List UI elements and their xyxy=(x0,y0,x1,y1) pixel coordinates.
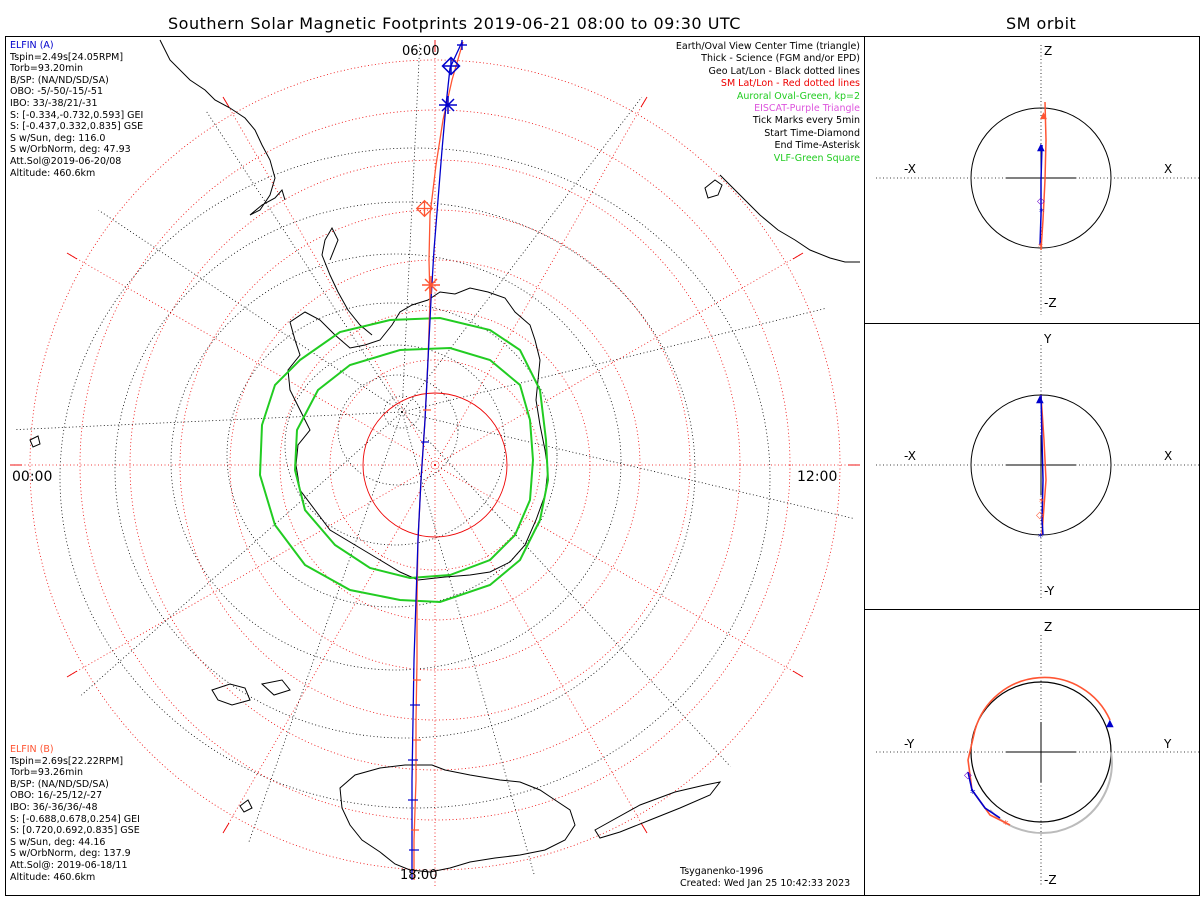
elfin-a-line: OBO: -5/-50/-15/-51 xyxy=(10,86,103,98)
south-america-coastline xyxy=(159,39,286,216)
elfin-a-start-diamond xyxy=(441,56,461,76)
elfin-a-line: Tspin=2.49s[24.05RPM] xyxy=(10,51,124,63)
panel1-bottom-label: -Z xyxy=(1044,296,1057,310)
sm-grid xyxy=(13,43,857,887)
svg-text:*: * xyxy=(1039,497,1044,508)
legend-entry: Tick Marks every 5min xyxy=(752,115,860,127)
elfin-b-line: B/SP: (NA/ND/SD/SA) xyxy=(10,778,109,790)
legend-entry: SM Lat/Lon - Red dotted lines xyxy=(720,78,860,90)
svg-text:▲: ▲ xyxy=(1106,718,1114,729)
panel1-right-label: X xyxy=(1164,162,1173,176)
elfin-a-line: S: [-0.437,0.332,0.835] GSE xyxy=(10,121,144,133)
elfin-b-line: Att.Sol@: 2019-06-18/11 xyxy=(10,859,128,871)
africa-coastline xyxy=(339,764,576,873)
elfin-b-line: S w/Sun, deg: 44.16 xyxy=(10,836,106,848)
elfin-b-line: Torb=93.26min xyxy=(10,767,84,779)
elfin-a-line: S w/Sun, deg: 116.0 xyxy=(10,132,106,144)
auroral-oval-inner xyxy=(293,346,535,580)
track-ticks-b xyxy=(411,409,431,831)
elfin-b-name: ELFIN (B) xyxy=(10,744,54,755)
svg-text:*: * xyxy=(1003,818,1009,831)
panel2-left-label: -X xyxy=(904,449,916,463)
sm-orbit-yz-plot: ▲ ◇ * * xyxy=(876,635,1200,885)
svg-text:*: * xyxy=(1039,207,1044,218)
legend-entry: Start Time-Diamond xyxy=(764,127,860,139)
elfin-b-line: Altitude: 460.6km xyxy=(10,871,96,883)
legend-entry: EISCAT-Purple Triangle xyxy=(754,103,860,115)
elfin-a-end-asterisk xyxy=(439,96,457,114)
mlt-label-left: 00:00 xyxy=(12,469,53,485)
legend-entry: Geo Lat/Lon - Black dotted lines xyxy=(708,65,860,77)
elfin-b-line: Tspin=2.69s[22.22RPM] xyxy=(10,755,124,767)
antarctic-peninsula xyxy=(321,226,373,336)
tasmania-coastline xyxy=(704,179,723,199)
panel2-bottom-label: -Y xyxy=(1044,584,1055,598)
panel3-bottom-label: -Z xyxy=(1044,873,1057,887)
elfin-a-line: S w/OrbNorm, deg: 47.93 xyxy=(10,144,131,156)
panel3-top-label: Z xyxy=(1044,620,1053,634)
panel1-left-label: -X xyxy=(904,162,916,176)
mlt-label-right: 12:00 xyxy=(797,469,838,485)
panel3-right-label: Y xyxy=(1164,737,1172,751)
rim-ticks xyxy=(10,40,860,834)
sm-orbit-xy-plot: ▲ * ◇ * xyxy=(876,345,1200,600)
islands xyxy=(29,435,291,813)
svg-text:◇: ◇ xyxy=(964,770,972,781)
antarctica-coastline xyxy=(287,287,549,581)
elfin-b-start-diamond xyxy=(415,199,434,218)
mlt-label-top: 06:00 xyxy=(402,44,440,59)
track-ticks xyxy=(408,441,429,851)
main-title: Southern Solar Magnetic Footprints 2019-… xyxy=(168,14,741,33)
map-legend: Earth/Oval View Center Time (triangle) T… xyxy=(676,41,860,165)
elfin-a-line: B/SP: (NA/ND/SD/SA) xyxy=(10,74,109,86)
elfin-b-line: IBO: 36/-36/36/-48 xyxy=(10,801,98,813)
legend-entry: Earth/Oval View Center Time (triangle) xyxy=(675,41,860,52)
elfin-b-line: S w/OrbNorm, deg: 137.9 xyxy=(10,848,131,860)
sm-orbit-xz-plot: ▲ * ◇ * ▲ xyxy=(876,45,1200,315)
elfin-a-name: ELFIN (A) xyxy=(10,40,54,51)
legend-entry: Thick - Science (FGM and/or EPD) xyxy=(701,53,860,65)
legend-entry: Auroral Oval-Green, kp=2 xyxy=(736,90,860,102)
elfin-b-line: S: [-0.688,0.678,0.254] GEI xyxy=(10,813,140,825)
elfin-a-line: S: [-0.334,-0.732,0.593] GEI xyxy=(10,109,144,121)
svg-text:◇: ◇ xyxy=(1036,510,1044,521)
australia-coastline xyxy=(719,174,860,263)
madagascar-coastline xyxy=(594,781,722,839)
elfin-a-line: Torb=93.20min xyxy=(10,63,84,75)
mlt-label-bottom: 18:00 xyxy=(400,868,438,883)
sm-orbit-xz-panel xyxy=(864,36,1200,324)
panel2-top-label: Y xyxy=(1044,332,1052,346)
elfin-b-info: ELFIN (B) Tspin=2.69s[22.22RPM] Torb=93.… xyxy=(10,744,140,883)
svg-text:▲: ▲ xyxy=(1040,111,1047,121)
sm-polar-circle xyxy=(362,392,508,538)
created-timestamp: Created: Wed Jan 25 10:42:33 2023 xyxy=(680,878,851,889)
sm-orbit-title: SM orbit xyxy=(1006,14,1077,33)
elfin-a-line: Att.Sol@2019-06-20/08 xyxy=(10,155,122,167)
svg-text:▲: ▲ xyxy=(1037,142,1045,153)
auroral-oval-outer xyxy=(258,316,550,604)
model-credit: Tsyganenko-1996 xyxy=(680,866,764,877)
legend-entry: VLF-Green Square xyxy=(773,152,860,164)
svg-text:*: * xyxy=(1038,242,1043,253)
svg-text:▲: ▲ xyxy=(1036,394,1044,405)
panel2-right-label: X xyxy=(1164,449,1173,463)
elfin-b-line: OBO: 16/-25/12/-27 xyxy=(10,790,103,802)
elfin-b-line: S: [0.720,0.692,0.835] GSE xyxy=(10,825,140,837)
elfin-a-start-plus xyxy=(457,40,467,50)
panel1-top-label: Z xyxy=(1044,44,1053,58)
sm-orbit-xy-panel xyxy=(864,323,1200,610)
svg-text:*: * xyxy=(1038,532,1043,543)
panel3-left-label: -Y xyxy=(904,737,915,751)
elfin-a-line: IBO: 33/-38/21/-31 xyxy=(10,97,98,109)
elfin-a-track xyxy=(411,41,463,880)
svg-text:◇: ◇ xyxy=(1037,196,1045,207)
elfin-a-info: ELFIN (A) Tspin=2.49s[24.05RPM] Torb=93.… xyxy=(10,40,143,179)
elfin-b-end-asterisk xyxy=(422,276,440,294)
legend-entry: End Time-Asterisk xyxy=(774,140,860,152)
elfin-a-line: Altitude: 460.6km xyxy=(10,167,96,179)
svg-text:*: * xyxy=(970,787,976,800)
